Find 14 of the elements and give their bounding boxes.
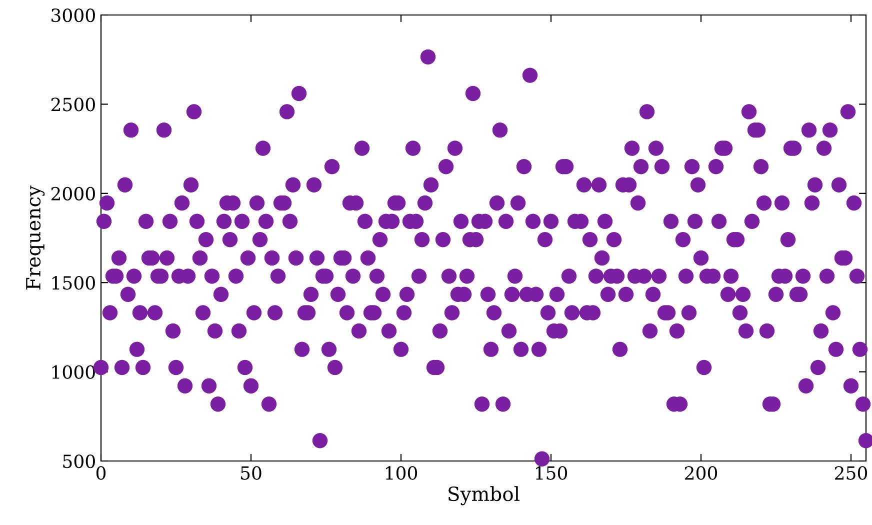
x-tick-label: 200 bbox=[684, 466, 718, 480]
x-axis-title: Symbol bbox=[448, 486, 520, 506]
y-axis-title: Frequency bbox=[26, 185, 45, 290]
y-tick-label: 1000 bbox=[52, 365, 95, 379]
y-tick-label: 3000 bbox=[52, 8, 95, 22]
x-tick-label: 50 bbox=[241, 466, 262, 480]
y-tick-label: 500 bbox=[63, 454, 95, 468]
x-tick-label: 250 bbox=[834, 466, 868, 480]
x-tick-label: 0 bbox=[96, 466, 106, 480]
y-tick-label: 1500 bbox=[52, 276, 95, 290]
y-tick-label: 2500 bbox=[51, 98, 95, 112]
y-tick-label: 2000 bbox=[51, 186, 95, 201]
x-tick-label: 100 bbox=[386, 466, 418, 480]
x-tick-label: 150 bbox=[536, 466, 568, 480]
